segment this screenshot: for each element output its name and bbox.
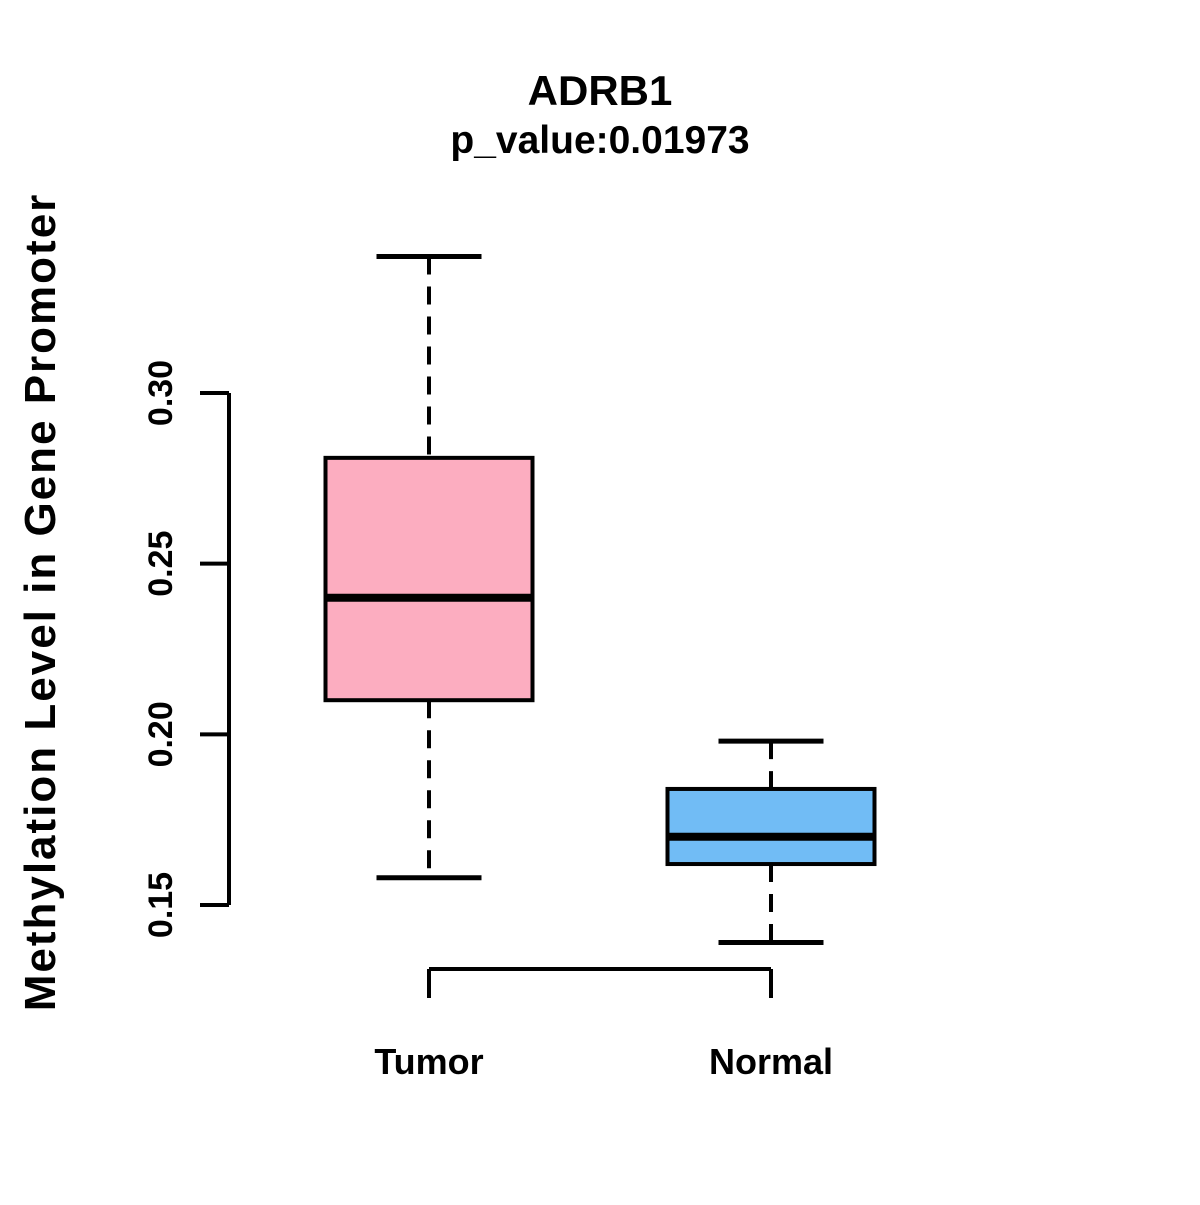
chart-title: ADRB1 <box>528 67 673 114</box>
boxplot-series <box>323 253 877 946</box>
x-axis-label-tumor: Tumor <box>374 1041 483 1082</box>
y-axis-tick-label: 0.15 <box>142 872 180 938</box>
box-normal <box>665 786 877 867</box>
x-axis: Tumor Normal <box>374 967 833 1082</box>
box-tumor <box>323 455 535 703</box>
y-axis-tick-label: 0.30 <box>142 360 180 426</box>
x-axis-label-normal: Normal <box>709 1041 833 1082</box>
y-axis-tick-label: 0.25 <box>142 531 180 597</box>
y-axis: 0.15 0.20 0.25 0.30 <box>142 360 231 938</box>
chart-subtitle-pvalue: p_value:0.01973 <box>450 119 749 162</box>
y-axis-title: Methylation Level in Gene Promoter <box>16 193 65 1012</box>
y-axis-tick-label: 0.20 <box>142 701 180 767</box>
